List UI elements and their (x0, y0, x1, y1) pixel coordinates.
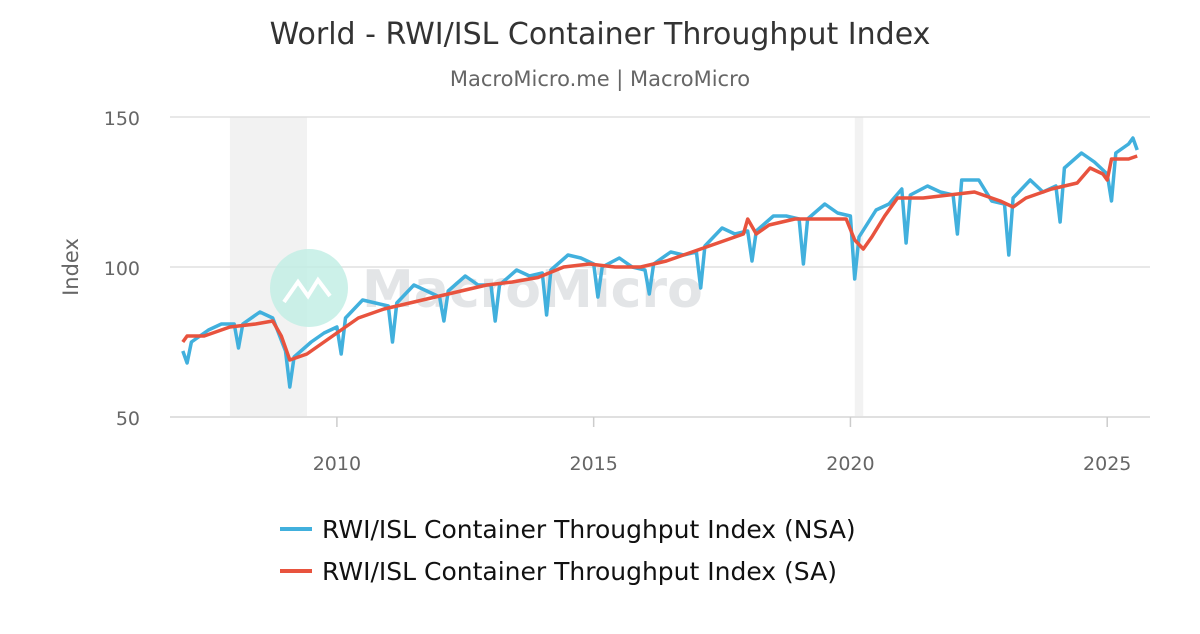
series-line-sa (181, 154, 1138, 362)
x-tick-label: 2020 (826, 453, 874, 475)
y-tick-label: 100 (104, 258, 140, 280)
x-tick-label: 2015 (569, 453, 617, 475)
chart-subtitle: MacroMicro.me | MacroMicro (450, 67, 750, 92)
x-tick-label: 2025 (1083, 453, 1131, 475)
legend-item[interactable]: RWI/ISL Container Throughput Index (NSA) (280, 515, 856, 544)
chart-title: World - RWI/ISL Container Throughput Ind… (270, 17, 931, 52)
legend-item[interactable]: RWI/ISL Container Throughput Index (SA) (280, 557, 837, 586)
y-axis-label: Index (59, 238, 83, 296)
y-tick-label: 150 (104, 108, 140, 130)
legend-label: RWI/ISL Container Throughput Index (SA) (322, 557, 837, 586)
watermark-logo-icon (270, 249, 348, 327)
y-tick-label: 50 (116, 408, 140, 430)
x-tick-label: 2010 (313, 453, 361, 475)
watermark: MacroMicro (270, 249, 703, 327)
legend-label: RWI/ISL Container Throughput Index (NSA) (322, 515, 856, 544)
series-line-nsa (181, 136, 1139, 389)
